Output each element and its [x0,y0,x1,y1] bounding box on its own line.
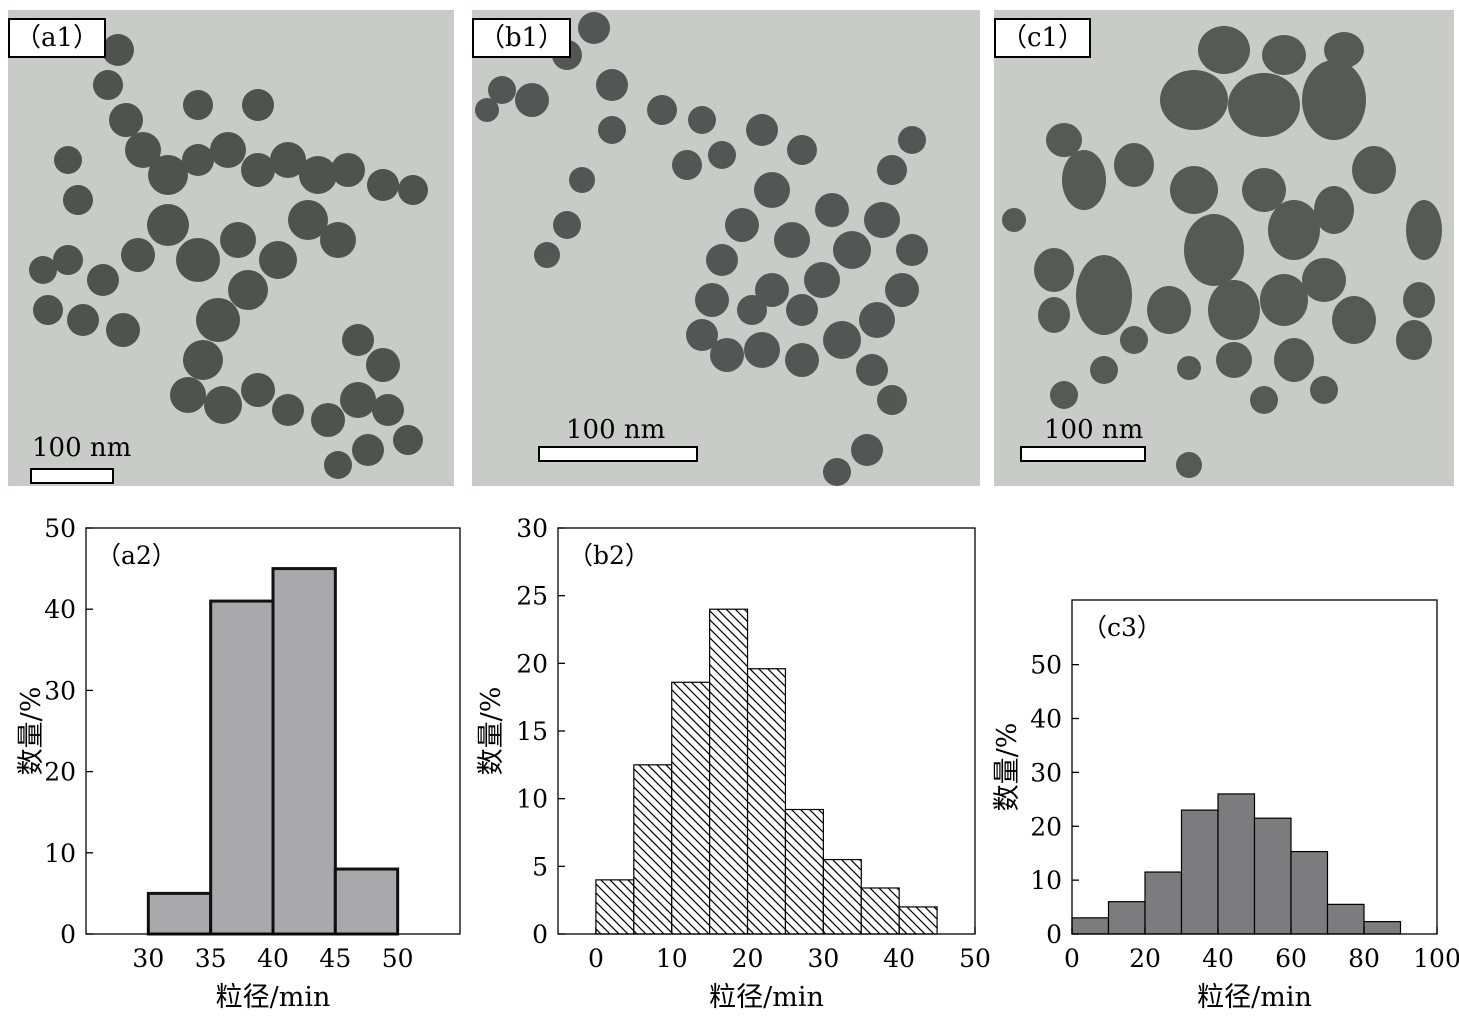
x-tick-label-b2: 10 [656,944,688,973]
y-tick-label-a2: 50 [44,514,76,543]
x-tick-label-a2: 40 [257,944,289,973]
x-tick-label-a2: 35 [195,944,227,973]
y-tick-label-a2: 0 [60,920,76,949]
bar-a2-2 [271,567,337,936]
x-axis-label-b2: 粒径/min [709,982,824,1013]
bar-a2-3 [333,867,400,936]
y-tick-label-b2: 30 [516,514,548,543]
x-tick-label-b2: 40 [883,944,915,973]
scale-bar-label-c1: 100 nm [1044,415,1144,445]
histogram-b2: 0 5 10 15 20 25 30 0 10 20 30 40 50 （b2） 粒径/min 数量/% [476,514,991,1013]
histogram-a2: 0 10 20 30 40 50 30 35 40 45 50 （a2） 粒径/min 数量/% [16,514,461,1013]
bar-c3-0 [1071,917,1110,935]
panel-label-b2: （b2） [568,541,650,570]
tem-image-b1: （b1） 100 nm [472,10,980,486]
tem-particles-a1 [29,34,428,479]
bar-b2-6 [822,858,862,935]
bar-c3-2 [1144,871,1183,935]
bar-b2-2 [671,681,711,935]
y-axis-label-a2: 数量/% [16,687,47,776]
scale-bar-b1 [538,446,698,462]
y-tick-label-c3: 50 [1030,651,1062,680]
bar-b2-3 [709,608,749,935]
x-tick-label-c3: 20 [1129,944,1161,973]
panel-label-a2: （a2） [96,541,177,570]
y-tick-label-c3: 40 [1030,705,1062,734]
bar-c3-5 [1253,817,1292,935]
y-tick-label-a2: 40 [44,595,76,624]
y-tick-label-a2: 10 [44,839,76,868]
bar-c3-8 [1363,921,1402,935]
x-tick-label-b2: 20 [732,944,764,973]
bar-c3-3 [1180,809,1219,935]
y-tick-label-a2: 30 [44,676,76,705]
bar-c3-6 [1290,850,1329,935]
y-tick-label-a2: 20 [44,758,76,787]
scale-bar-c1 [1020,446,1146,462]
bar-c3-4 [1217,793,1256,935]
panel-label-a1: （a1） [8,18,107,58]
bar-b2-5 [784,808,824,935]
y-axis-label-c3: 数量/% [992,723,1023,812]
bar-c3-7 [1326,903,1365,935]
bar-c3-1 [1107,901,1146,935]
y-tick-label-b2: 20 [516,649,548,678]
y-tick-label-b2: 0 [532,920,548,949]
y-tick-label-c3: 20 [1030,812,1062,841]
y-tick-label-b2: 15 [516,717,548,746]
x-tick-label-b2: 0 [588,944,604,973]
panel-label-c1: （c1） [994,18,1092,58]
tem-particles-b1 [475,12,928,486]
bar-a2-0 [146,891,213,936]
bar-b2-4 [746,668,787,935]
y-tick-label-b2: 5 [532,852,548,881]
bar-a2-1 [209,599,275,936]
x-axis-label-a2: 粒径/min [216,982,331,1013]
tem-image-a1: （a1） 100 nm [8,10,454,486]
bar-b2-1 [633,764,673,935]
x-tick-label-c3: 40 [1202,944,1234,973]
panel-label-b1: （b1） [472,18,572,58]
scale-bar-a1 [30,468,114,484]
x-tick-label-a2: 30 [132,944,164,973]
scale-bar-label-a1: 100 nm [32,433,132,463]
bar-b2-7 [860,887,900,935]
x-tick-label-b2: 50 [959,944,991,973]
y-tick-label-c3: 10 [1030,866,1062,895]
y-tick-label-c3: 30 [1030,758,1062,787]
y-tick-label-b2: 25 [516,582,548,611]
histogram-c3: 0 10 20 30 40 50 0 20 40 60 80 100 （c3） 粒径/min 数量/% [992,599,1459,1013]
scale-bar-label-b1: 100 nm [566,415,666,445]
x-tick-label-c3: 80 [1348,944,1380,973]
x-tick-label-c3: 100 [1413,944,1459,973]
panel-label-c3: （c3） [1082,613,1162,642]
tem-particles-c1 [1002,26,1442,478]
plot-frame-c3 [1071,599,1438,935]
y-tick-label-b2: 10 [516,785,548,814]
x-tick-label-a2: 45 [319,944,351,973]
x-axis-label-c3: 粒径/min [1197,982,1312,1013]
y-tick-label-c3: 0 [1046,920,1062,949]
bar-b2-0 [595,879,635,935]
x-tick-label-c3: 0 [1064,944,1080,973]
bar-b2-8 [898,906,938,935]
x-tick-label-b2: 30 [807,944,839,973]
x-tick-label-c3: 60 [1275,944,1307,973]
tem-image-c1: （c1） 100 nm [994,10,1454,486]
y-axis-label-b2: 数量/% [476,687,507,776]
x-tick-label-a2: 50 [382,944,414,973]
